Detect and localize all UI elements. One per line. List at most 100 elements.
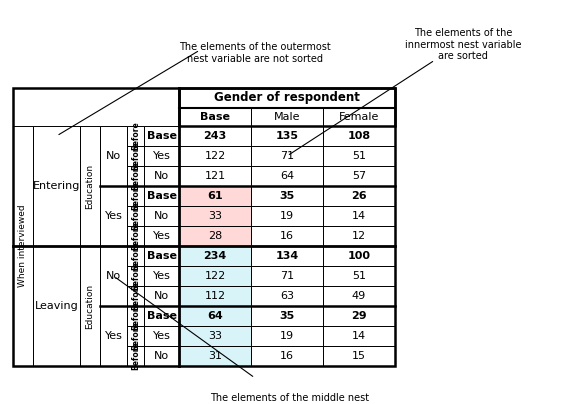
Text: 51: 51 xyxy=(352,271,366,281)
Bar xyxy=(323,126,395,146)
Text: Base: Base xyxy=(147,131,177,141)
Bar xyxy=(251,266,323,286)
Text: Male: Male xyxy=(274,112,300,122)
Bar xyxy=(179,88,395,108)
Text: No: No xyxy=(106,151,121,161)
Bar xyxy=(251,186,323,206)
Bar xyxy=(179,266,251,286)
Text: 112: 112 xyxy=(204,291,225,301)
Bar xyxy=(127,226,144,246)
Bar xyxy=(179,286,251,306)
Text: 108: 108 xyxy=(348,131,370,141)
Bar xyxy=(127,246,144,266)
Bar xyxy=(179,226,251,246)
Text: Education: Education xyxy=(86,164,94,208)
Bar xyxy=(144,146,179,166)
Bar xyxy=(179,346,251,366)
Text: Yes: Yes xyxy=(105,331,123,341)
Bar xyxy=(127,126,144,146)
Bar xyxy=(323,186,395,206)
Text: 49: 49 xyxy=(352,291,366,301)
Text: 14: 14 xyxy=(352,331,366,341)
Text: 51: 51 xyxy=(352,151,366,161)
Text: Female: Female xyxy=(339,112,379,122)
Text: 35: 35 xyxy=(279,191,295,201)
Text: 12: 12 xyxy=(352,231,366,241)
Bar xyxy=(251,286,323,306)
Text: 29: 29 xyxy=(351,311,367,321)
Bar xyxy=(251,126,323,146)
Text: 19: 19 xyxy=(280,331,294,341)
Text: No: No xyxy=(154,291,169,301)
Text: Before: Before xyxy=(131,122,140,150)
Text: Entering: Entering xyxy=(33,181,80,191)
Bar xyxy=(179,126,251,146)
Text: 33: 33 xyxy=(208,211,222,221)
Text: 122: 122 xyxy=(204,151,225,161)
Bar xyxy=(251,326,323,346)
Text: 134: 134 xyxy=(275,251,299,261)
Text: 100: 100 xyxy=(348,251,370,261)
Bar xyxy=(179,166,251,186)
Text: 15: 15 xyxy=(352,351,366,361)
Text: 135: 135 xyxy=(275,131,299,141)
Text: 71: 71 xyxy=(280,271,294,281)
Bar xyxy=(144,266,179,286)
Text: The elements of the middle nest
variable are sorted: The elements of the middle nest variable… xyxy=(210,393,370,404)
Text: 16: 16 xyxy=(280,351,294,361)
Text: 33: 33 xyxy=(208,331,222,341)
Bar xyxy=(144,206,179,226)
Bar xyxy=(323,286,395,306)
Bar xyxy=(100,306,127,366)
Text: 234: 234 xyxy=(203,251,227,261)
Bar xyxy=(251,108,323,126)
Bar xyxy=(144,166,179,186)
Bar xyxy=(144,226,179,246)
Text: 31: 31 xyxy=(208,351,222,361)
Text: No: No xyxy=(106,271,121,281)
Text: Yes: Yes xyxy=(153,271,170,281)
Bar xyxy=(127,346,144,366)
Bar xyxy=(179,186,251,206)
Bar xyxy=(144,346,179,366)
Bar xyxy=(80,126,100,246)
Text: Education: Education xyxy=(86,284,94,328)
Bar xyxy=(179,306,251,326)
Text: Before: Before xyxy=(131,322,140,350)
Text: No: No xyxy=(154,171,169,181)
Bar xyxy=(323,166,395,186)
Bar xyxy=(251,206,323,226)
Bar xyxy=(144,326,179,346)
Bar xyxy=(323,306,395,326)
Bar xyxy=(100,126,127,186)
Bar xyxy=(127,206,144,226)
Text: 57: 57 xyxy=(352,171,366,181)
Text: Base: Base xyxy=(200,112,230,122)
Bar xyxy=(127,286,144,306)
Bar xyxy=(323,226,395,246)
Text: The elements of the outermost
nest variable are not sorted: The elements of the outermost nest varia… xyxy=(179,42,331,63)
Bar xyxy=(323,246,395,266)
Bar xyxy=(179,108,251,126)
Bar xyxy=(127,306,144,326)
Text: No: No xyxy=(154,211,169,221)
Bar xyxy=(323,266,395,286)
Text: Yes: Yes xyxy=(105,211,123,221)
Text: 63: 63 xyxy=(280,291,294,301)
Bar xyxy=(80,246,100,366)
Bar xyxy=(251,246,323,266)
Text: Before: Before xyxy=(131,202,140,230)
Text: The elements of the
innermost nest variable
are sorted: The elements of the innermost nest varia… xyxy=(405,28,521,61)
Text: Before: Before xyxy=(131,282,140,310)
Text: 14: 14 xyxy=(352,211,366,221)
Text: 16: 16 xyxy=(280,231,294,241)
Bar xyxy=(144,126,179,146)
Bar xyxy=(179,246,251,266)
Bar xyxy=(127,186,144,206)
Text: 26: 26 xyxy=(351,191,367,201)
Bar xyxy=(127,146,144,166)
Bar xyxy=(323,346,395,366)
Text: Before: Before xyxy=(131,162,140,190)
Bar xyxy=(13,126,33,366)
Bar xyxy=(323,146,395,166)
